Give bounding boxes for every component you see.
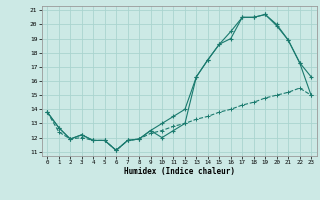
X-axis label: Humidex (Indice chaleur): Humidex (Indice chaleur)	[124, 167, 235, 176]
